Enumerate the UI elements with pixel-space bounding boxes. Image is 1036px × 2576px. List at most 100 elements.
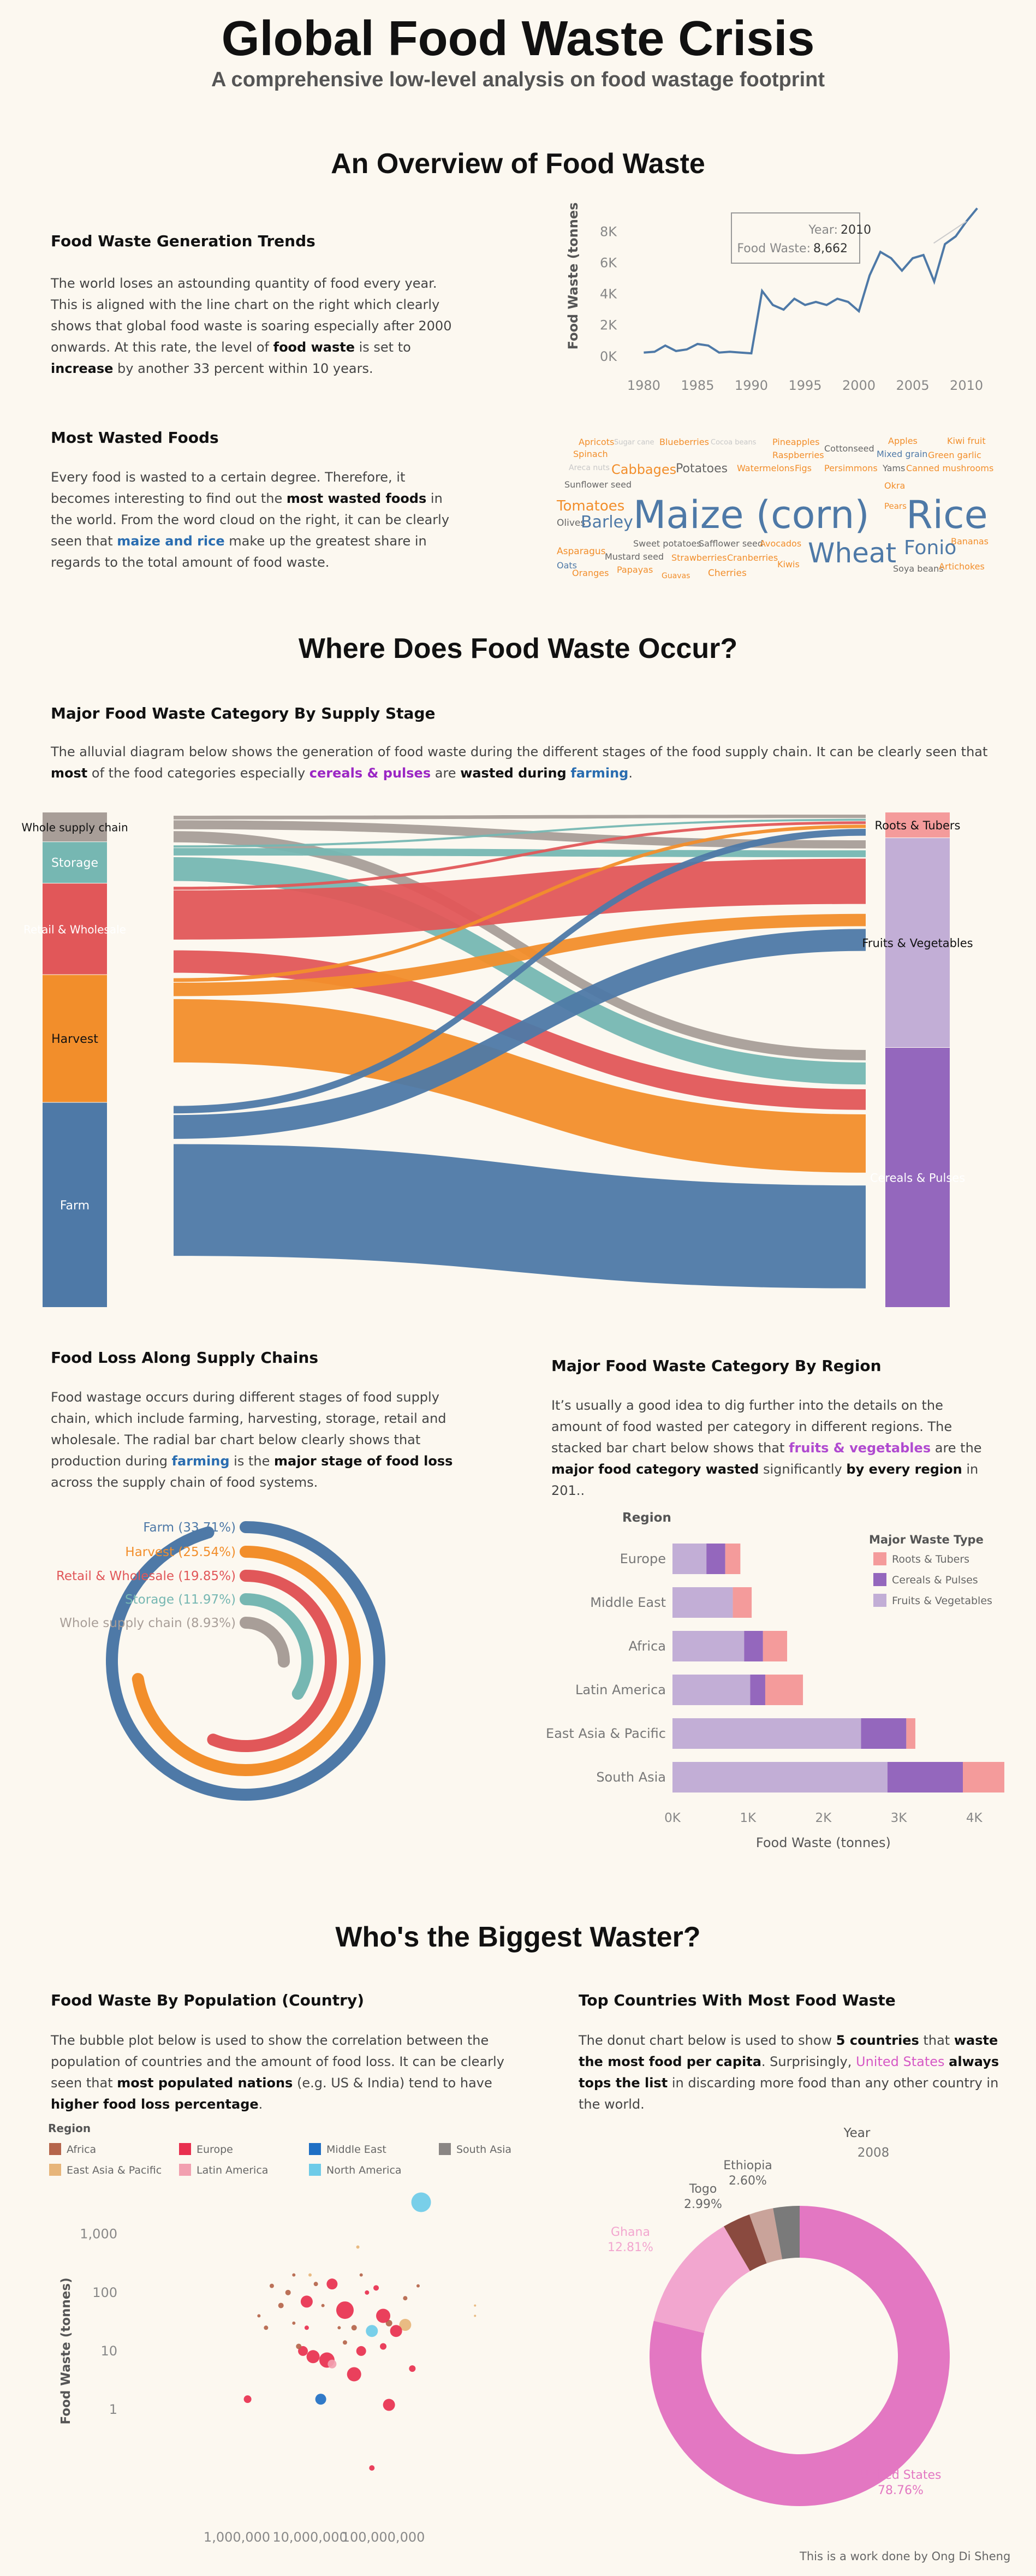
word-oranges: Oranges xyxy=(572,568,609,578)
page-subtitle: A comprehensive low-level analysis on fo… xyxy=(211,68,825,91)
donut-label-name: Ethiopia xyxy=(723,2159,772,2173)
legend-label: Africa xyxy=(67,2144,96,2156)
bar-segment xyxy=(763,1631,788,1661)
word-mixed-grain: Mixed grain xyxy=(877,449,928,459)
word-potatoes: Potatoes xyxy=(676,462,728,476)
y-tick-label: 10 xyxy=(100,2343,117,2359)
donut-label-pct: 2.99% xyxy=(684,2198,722,2211)
radial-label: Storage (11.97%) xyxy=(125,1593,236,1607)
bubble xyxy=(292,2273,296,2277)
legend-label: Europe xyxy=(197,2144,233,2156)
radial-label: Farm (33.71%) xyxy=(143,1521,236,1535)
legend-swatch xyxy=(309,2164,321,2176)
bar-segment xyxy=(672,1544,707,1574)
bubble xyxy=(376,2308,391,2323)
flow-band xyxy=(174,815,866,820)
footer-credit: This is a work done by Ong Di Sheng xyxy=(800,2550,1011,2563)
word-apricots: Apricots xyxy=(579,437,615,447)
bar-segment xyxy=(672,1675,751,1705)
tooltip-waste-label: Food Waste: xyxy=(737,242,811,256)
trend-line xyxy=(644,207,978,355)
bar-segment xyxy=(744,1631,763,1661)
region-heading: Major Food Waste Category By Region xyxy=(551,1357,882,1375)
radial-bar xyxy=(106,1521,385,1801)
bubble xyxy=(474,2314,477,2317)
x-tick-label: 1,000,000 xyxy=(204,2530,270,2545)
y-tick-label: 100 xyxy=(92,2285,117,2300)
word-raspberries: Raspberries xyxy=(772,450,824,460)
word-sweet-potatoes: Sweet potatoes xyxy=(633,538,701,549)
word-bananas: Bananas xyxy=(951,536,989,547)
stage-label: Harvest xyxy=(51,1032,98,1046)
x-tick-label: 1980 xyxy=(627,378,660,393)
page-title: Global Food Waste Crisis xyxy=(221,11,815,66)
tooltip-year-value: 2010 xyxy=(841,223,871,237)
legend-swatch xyxy=(309,2143,321,2155)
stage-label: Whole supply chain xyxy=(21,821,128,834)
flow-band xyxy=(174,821,866,890)
population-heading: Food Waste By Population (Country) xyxy=(51,1991,364,2009)
flow-band xyxy=(174,929,866,1139)
bubble xyxy=(306,2350,320,2364)
donut-filter-year: 2008 xyxy=(858,2146,890,2160)
word-rice: Rice xyxy=(906,492,988,537)
x-tick-label: 1990 xyxy=(735,378,768,393)
bubble xyxy=(292,2321,296,2325)
legend-swatch xyxy=(873,1573,886,1586)
legend-label: Latin America xyxy=(197,2164,268,2176)
loss-heading: Food Loss Along Supply Chains xyxy=(51,1349,318,1367)
y-tick-label: 6K xyxy=(600,255,617,270)
word-areca-nuts: Areca nuts xyxy=(569,464,610,472)
word-artichokes: Artichokes xyxy=(939,561,985,572)
bubble xyxy=(390,2325,402,2337)
category-label: Cereals & Pulses xyxy=(870,1172,965,1185)
bar-segment xyxy=(672,1587,733,1618)
donut-slice xyxy=(653,2226,751,2333)
mostwasted-text: Every food is wasted to a certain degree… xyxy=(51,470,450,570)
donut-label-name: Ghana xyxy=(611,2225,650,2239)
y-tick-label: 4K xyxy=(600,287,617,302)
bubble xyxy=(304,2325,309,2330)
bar-segment xyxy=(725,1544,741,1574)
word-soya-beans: Soya beans xyxy=(893,563,944,574)
x-tick-label: 100,000,000 xyxy=(342,2530,425,2545)
bubble xyxy=(409,2365,416,2372)
x-tick-label: 2000 xyxy=(842,378,876,393)
x-tick-label: 3K xyxy=(891,1811,908,1825)
word-tomatoes: Tomatoes xyxy=(557,498,625,514)
x-tick-label: 1985 xyxy=(681,378,714,393)
row-header: Region xyxy=(622,1511,671,1525)
bar-segment xyxy=(887,1762,963,1792)
bubble xyxy=(296,2343,302,2349)
word-cottonseed: Cottonseed xyxy=(824,443,874,454)
bubble xyxy=(313,2282,318,2287)
flow-band xyxy=(174,831,866,1060)
stage-node-storage xyxy=(43,842,107,883)
region-label: Middle East xyxy=(590,1595,666,1610)
donut-slice xyxy=(650,2206,950,2506)
legend-label: Fruits & Vegetables xyxy=(892,1595,992,1607)
flow-band xyxy=(174,829,866,1114)
bubble xyxy=(369,2465,375,2471)
bar-segment xyxy=(672,1762,888,1792)
alluvial-heading: Major Food Waste Category By Supply Stag… xyxy=(51,704,436,722)
topcountries-text: The donut chart below is used to show 5 … xyxy=(579,2033,999,2112)
bubble xyxy=(269,2283,274,2288)
legend-swatch xyxy=(179,2164,191,2176)
region-label: South Asia xyxy=(596,1770,666,1785)
bar-segment xyxy=(861,1718,907,1749)
donut-slice xyxy=(749,2208,783,2264)
y-axis-title: Food Waste (tonnes) xyxy=(565,202,581,349)
region-label: Africa xyxy=(629,1639,666,1654)
legend-swatch xyxy=(49,2143,61,2155)
word-cherries: Cherries xyxy=(708,568,747,579)
legend-label: East Asia & Pacific xyxy=(67,2164,162,2176)
word-oats: Oats xyxy=(557,560,577,571)
y-tick-label: 1 xyxy=(109,2402,117,2417)
bubble xyxy=(351,2325,357,2331)
bubble xyxy=(315,2394,326,2405)
y-tick-label: 8K xyxy=(600,224,617,239)
x-tick-label: 1995 xyxy=(788,378,821,393)
flow-band xyxy=(174,999,866,1173)
word-barley: Barley xyxy=(581,513,633,532)
